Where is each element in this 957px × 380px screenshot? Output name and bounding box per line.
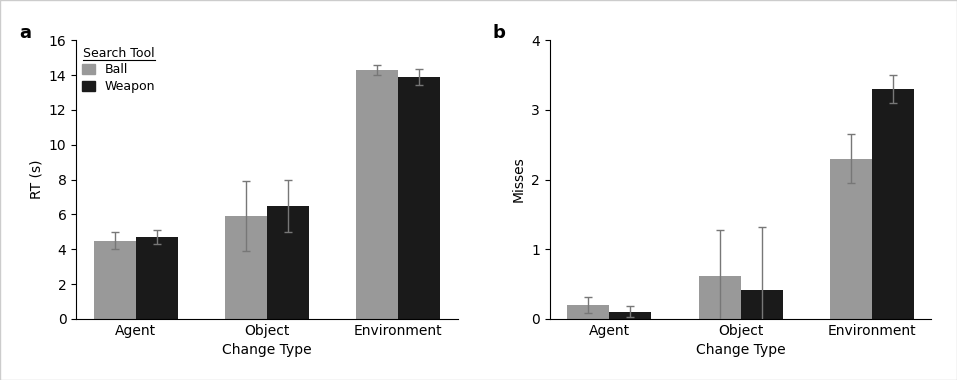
Bar: [872, 89, 914, 319]
Bar: [136, 237, 178, 319]
Bar: [356, 70, 398, 319]
Bar: [267, 206, 309, 319]
Bar: [741, 290, 783, 319]
Bar: [225, 216, 267, 319]
Legend: Ball, Weapon: Ball, Weapon: [82, 46, 155, 93]
Bar: [398, 77, 440, 319]
Bar: [610, 312, 652, 319]
Bar: [830, 159, 872, 319]
X-axis label: Change Type: Change Type: [696, 343, 786, 357]
Bar: [699, 276, 741, 319]
Text: b: b: [493, 24, 505, 41]
Bar: [94, 241, 136, 319]
Y-axis label: Misses: Misses: [512, 157, 525, 203]
Y-axis label: RT (s): RT (s): [29, 160, 43, 200]
Bar: [568, 305, 610, 319]
Text: a: a: [19, 24, 31, 41]
X-axis label: Change Type: Change Type: [222, 343, 312, 357]
